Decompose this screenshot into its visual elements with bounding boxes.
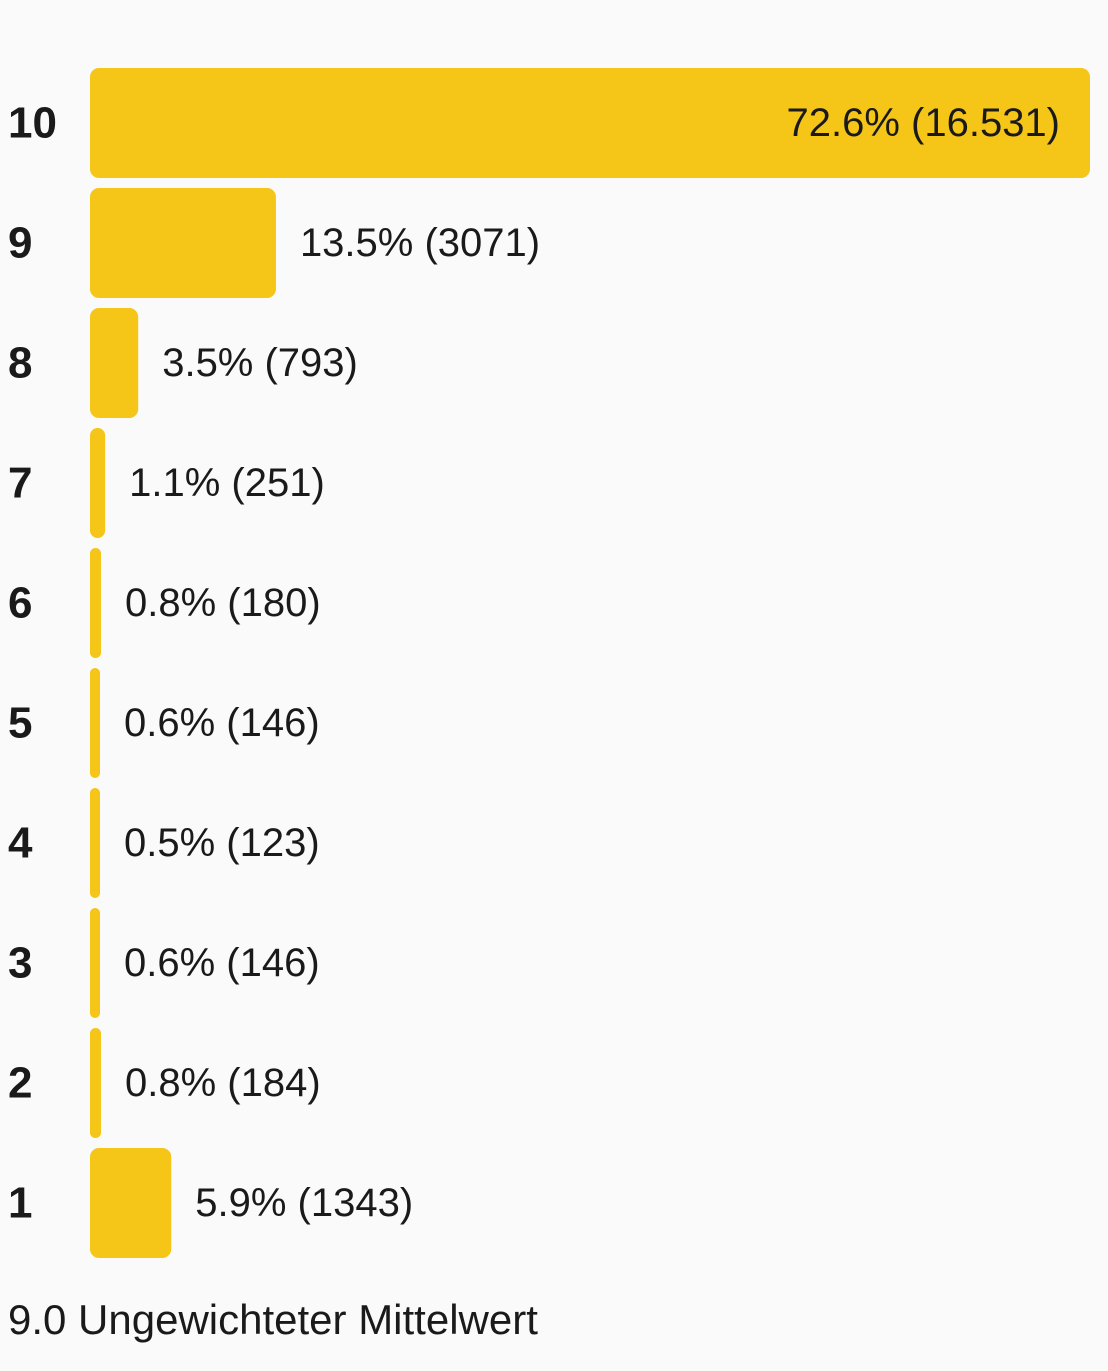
bar-rating-8 xyxy=(90,308,139,418)
bar-rating-5 xyxy=(90,668,100,778)
value-label-9: 13.5% (3071) xyxy=(300,221,540,265)
bar-rating-4 xyxy=(90,788,100,898)
rating-label-5: 5 xyxy=(8,699,32,748)
rating-label-3: 3 xyxy=(8,939,32,988)
unweighted-mean-label: 9.0 Ungewichteter Mittelwert xyxy=(8,1296,538,1343)
value-label-7: 1.1% (251) xyxy=(129,461,325,505)
bar-rating-3 xyxy=(90,908,100,1018)
chart-rows: 10 72.6% (16.531) 9 13.5% (3071) 8 3.5% (793)… xyxy=(8,68,1090,1258)
value-label-10: 72.6% (16.531) xyxy=(786,101,1060,145)
rating-label-10: 10 xyxy=(8,99,57,148)
rating-label-6: 6 xyxy=(8,579,32,628)
rating-label-1: 1 xyxy=(8,1179,32,1228)
rating-label-8: 8 xyxy=(8,339,32,388)
rating-label-4: 4 xyxy=(8,819,33,868)
bar-rating-10 xyxy=(90,68,1090,178)
bar-rating-6 xyxy=(90,548,102,658)
value-label-5: 0.6% (146) xyxy=(124,701,320,745)
bar-rating-7 xyxy=(90,428,106,538)
rating-label-7: 7 xyxy=(8,459,32,508)
value-label-3: 0.6% (146) xyxy=(124,941,320,985)
rating-distribution-chart: 10 72.6% (16.531) 9 13.5% (3071) 8 3.5% (793)… xyxy=(8,68,1090,1258)
value-label-8: 3.5% (793) xyxy=(162,341,358,385)
bar-rating-1 xyxy=(90,1148,172,1258)
value-label-1: 5.9% (1343) xyxy=(195,1181,413,1225)
value-label-2: 0.8% (184) xyxy=(125,1061,321,1105)
rating-label-2: 2 xyxy=(8,1059,32,1108)
value-label-6: 0.8% (180) xyxy=(125,581,321,625)
bar-rating-2 xyxy=(90,1028,102,1138)
rating-label-9: 9 xyxy=(8,219,32,268)
value-label-4: 0.5% (123) xyxy=(124,821,320,865)
bar-rating-9 xyxy=(90,188,276,298)
